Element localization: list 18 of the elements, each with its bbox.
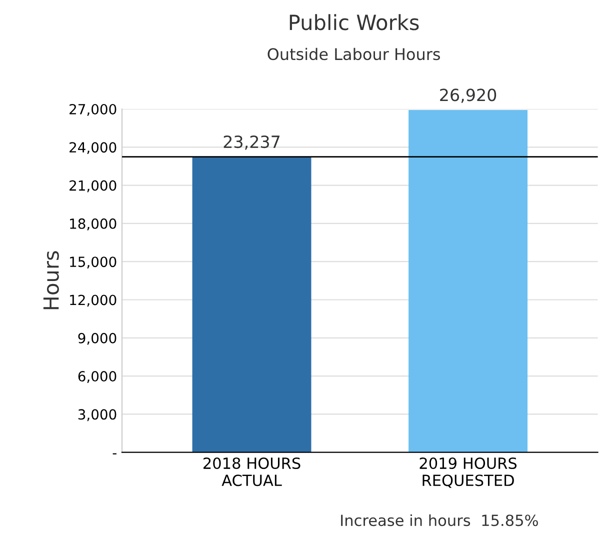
x-tick-label: 2019 HOURS REQUESTED	[420, 457, 517, 488]
y-tick-label: 6,000	[78, 371, 116, 383]
y-tick-label: 3,000	[78, 409, 116, 422]
y-tick-label: 15,000	[70, 256, 116, 268]
chart-title: Public Works	[290, 14, 419, 30]
x-tick-label: 2018 HOURS ACTUAL	[204, 457, 300, 486]
y-axis-title: Hours	[43, 251, 59, 310]
y-tick-label: 9,000	[78, 332, 116, 345]
y-tick-label: 24,000	[70, 142, 116, 154]
data-label: 26,920	[440, 88, 496, 103]
text: Increase in hours 15.85%	[341, 514, 538, 526]
chart-subtitle: Outside Labour Hours	[268, 48, 440, 60]
y-tick-label: 27,000	[70, 104, 116, 116]
y-tick-label: -	[112, 453, 116, 454]
y-tick-label: 18,000	[70, 218, 116, 230]
data-label: 23,237	[224, 135, 280, 150]
y-tick-label: 21,000	[70, 180, 116, 192]
y-tick-label: 12,000	[70, 294, 116, 307]
